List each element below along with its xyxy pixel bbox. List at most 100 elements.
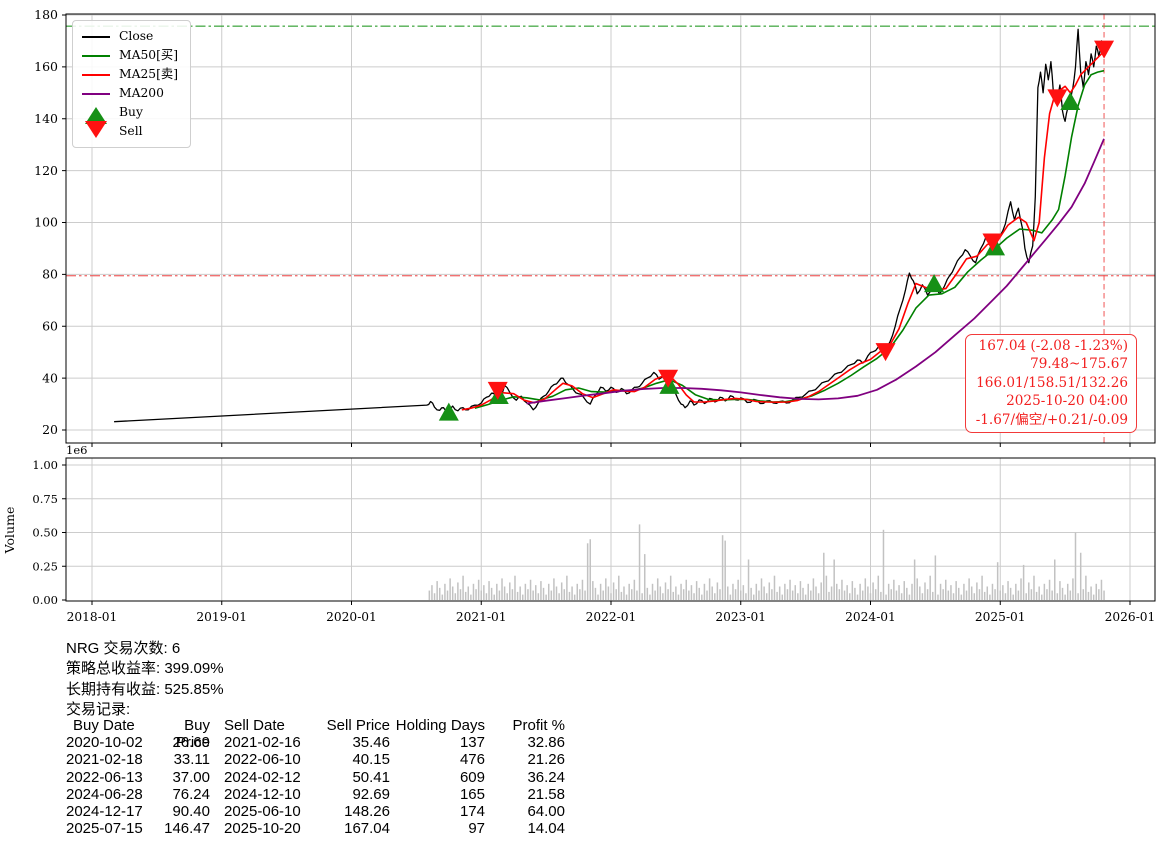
buy-marker <box>1060 91 1081 110</box>
volume-bar <box>680 583 682 600</box>
volume-bar <box>887 583 890 600</box>
volume-bar <box>675 586 677 600</box>
volume-bar <box>472 583 475 600</box>
volume-bar <box>682 589 685 600</box>
sell-triangle-icon <box>85 120 107 138</box>
volume-bar <box>1046 589 1048 600</box>
trade-cell: 26.69 <box>172 734 210 752</box>
volume-bar <box>695 581 698 600</box>
volume-bar <box>861 590 864 600</box>
volume-bar <box>454 593 457 600</box>
volume-bar <box>906 587 908 600</box>
volume-bar <box>957 587 960 600</box>
volume-bar <box>579 589 581 600</box>
volume-bar <box>496 583 498 600</box>
volume-bar <box>740 590 742 600</box>
volume-bar <box>714 593 716 600</box>
volume-bar <box>732 583 734 600</box>
sell-marker <box>1094 40 1115 59</box>
volume-bar <box>848 593 851 600</box>
volume-bar <box>825 575 828 600</box>
x-tick-label: 2019-01 <box>196 610 247 624</box>
volume-bar <box>514 575 516 600</box>
volume-bar <box>641 593 643 600</box>
volume-bar <box>651 583 654 600</box>
volume-bar <box>522 594 524 600</box>
volume-bar <box>677 594 680 600</box>
volume-bar <box>815 586 817 600</box>
y-tick-label: 20 <box>42 422 58 437</box>
volume-bar <box>688 590 690 600</box>
volume-bar <box>1082 589 1085 600</box>
volume-bar <box>854 587 856 600</box>
volume-bar <box>563 589 566 600</box>
volume-offset-label: 1e6 <box>66 443 87 457</box>
trade-records-table: Buy Date Buy Price Sell Date Sell Price Hold… <box>66 717 565 837</box>
volume-bar <box>586 543 589 600</box>
volume-bar <box>890 589 893 600</box>
trade-row: 2024-12-17 90.40 2025-06-10 148.26 174 64.00 <box>66 803 565 820</box>
y-tick-label: 100 <box>34 215 58 230</box>
volume-bar <box>516 591 519 600</box>
volume-bar <box>900 593 903 600</box>
y-tick-label: 160 <box>34 59 58 74</box>
volume-bar <box>457 582 459 600</box>
volume-bar <box>615 589 617 600</box>
volume-bar <box>838 589 841 600</box>
volume-bar <box>797 593 799 600</box>
col-header: Sell Date <box>224 717 285 734</box>
volume-bar <box>1064 594 1066 600</box>
x-tick-label: 2026-01 <box>1105 610 1156 624</box>
volume-bar <box>560 582 563 600</box>
volume-bar <box>576 583 579 600</box>
volume-bar <box>446 590 449 600</box>
legend-item-sell: Sell <box>82 120 178 141</box>
col-header: Holding Days <box>395 717 485 734</box>
buy-triangle-icon <box>85 107 107 124</box>
volume-bar <box>636 590 638 600</box>
volume-tick-label: 0.00 <box>32 593 58 607</box>
trade-row: 2022-06-13 37.00 2024-02-12 50.41 609 36.24 <box>66 769 565 786</box>
volume-bar <box>498 590 501 600</box>
volume-bar <box>843 590 846 600</box>
legend-line-swatch <box>82 54 110 57</box>
annotation-line-0: 167.04 (-2.08 -1.23%) <box>978 338 1128 354</box>
volume-bar <box>916 578 918 600</box>
legend-line-swatch-wrap <box>82 54 110 57</box>
volume-bar <box>659 586 662 600</box>
volume-bar <box>963 583 965 600</box>
volume-bar <box>646 587 649 600</box>
records-label: 交易记录: <box>66 701 131 719</box>
volume-bar <box>950 585 952 600</box>
volume-bar <box>1051 590 1053 600</box>
volume-bar <box>908 594 911 600</box>
volume-bar <box>1056 593 1059 600</box>
volume-bar <box>1079 552 1082 600</box>
price-panel-frame <box>65 13 1156 444</box>
trade-row: 2020-10-02 26.69 2021-02-16 35.46 137 32.86 <box>66 734 565 751</box>
trade-cell: 2024-02-12 <box>224 768 301 786</box>
trade-count-line: NRG 交易次数: 6 <box>66 640 181 657</box>
volume-bar <box>708 578 711 600</box>
trade-cell: 2020-10-02 <box>66 734 143 752</box>
volume-bar <box>672 591 675 600</box>
volume-bar <box>872 582 874 600</box>
trade-cell: 90.40 <box>172 802 210 820</box>
x-tick-label: 2022-01 <box>586 610 637 624</box>
volume-bar <box>444 583 446 600</box>
volume-bar <box>1061 587 1064 600</box>
volume-bar <box>519 586 521 600</box>
volume-bar <box>734 589 737 600</box>
volume-tick-label: 0.25 <box>32 559 58 573</box>
volume-bar <box>911 583 913 600</box>
volume-bar <box>763 586 765 600</box>
sell-marker <box>875 343 896 362</box>
annotation-line-2: 166.01/158.51/132.26 <box>976 374 1128 391</box>
volume-bar <box>776 591 778 600</box>
legend-item-ma50-: MA50[买] <box>82 46 178 65</box>
trade-cell: 36.24 <box>527 768 565 786</box>
trade-cell: 137 <box>459 734 485 752</box>
col-header: Buy Date <box>73 717 135 734</box>
legend-label: Close <box>119 29 154 44</box>
legend-marker-swatch <box>82 107 110 124</box>
